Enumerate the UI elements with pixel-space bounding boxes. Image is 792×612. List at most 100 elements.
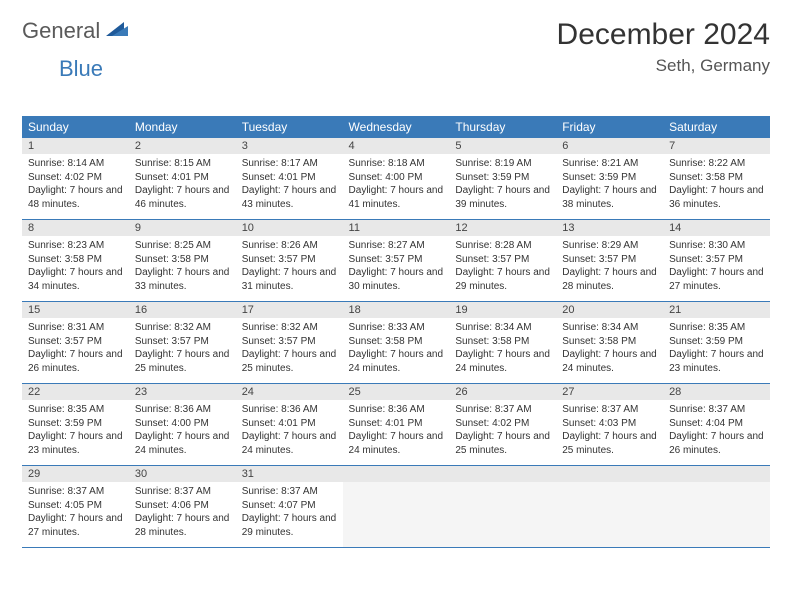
calendar-day-cell: 29Sunrise: 8:37 AMSunset: 4:05 PMDayligh… bbox=[22, 466, 129, 548]
calendar-week-row: 1Sunrise: 8:14 AMSunset: 4:02 PMDaylight… bbox=[22, 138, 770, 220]
calendar-day-cell: 28Sunrise: 8:37 AMSunset: 4:04 PMDayligh… bbox=[663, 384, 770, 466]
day-details: Sunrise: 8:37 AMSunset: 4:07 PMDaylight:… bbox=[236, 482, 343, 547]
day-number: 19 bbox=[449, 302, 556, 318]
sunset-text: Sunset: 4:07 PM bbox=[242, 499, 337, 513]
calendar-day-cell: 11Sunrise: 8:27 AMSunset: 3:57 PMDayligh… bbox=[343, 220, 450, 302]
daylight-text: Daylight: 7 hours and 23 minutes. bbox=[669, 348, 764, 375]
sunset-text: Sunset: 4:01 PM bbox=[349, 417, 444, 431]
sunset-text: Sunset: 4:03 PM bbox=[562, 417, 657, 431]
calendar-day-cell: 17Sunrise: 8:32 AMSunset: 3:57 PMDayligh… bbox=[236, 302, 343, 384]
calendar-day-cell: 19Sunrise: 8:34 AMSunset: 3:58 PMDayligh… bbox=[449, 302, 556, 384]
day-details: Sunrise: 8:31 AMSunset: 3:57 PMDaylight:… bbox=[22, 318, 129, 383]
day-number: 3 bbox=[236, 138, 343, 154]
day-number: 2 bbox=[129, 138, 236, 154]
daylight-text: Daylight: 7 hours and 34 minutes. bbox=[28, 266, 123, 293]
calendar-day-cell: 20Sunrise: 8:34 AMSunset: 3:58 PMDayligh… bbox=[556, 302, 663, 384]
sunrise-text: Sunrise: 8:14 AM bbox=[28, 157, 123, 171]
sunset-text: Sunset: 3:58 PM bbox=[349, 335, 444, 349]
daylight-text: Daylight: 7 hours and 25 minutes. bbox=[455, 430, 550, 457]
sunrise-text: Sunrise: 8:27 AM bbox=[349, 239, 444, 253]
sunrise-text: Sunrise: 8:37 AM bbox=[242, 485, 337, 499]
sunrise-text: Sunrise: 8:36 AM bbox=[135, 403, 230, 417]
sunset-text: Sunset: 3:57 PM bbox=[242, 335, 337, 349]
calendar-day-cell: 14Sunrise: 8:30 AMSunset: 3:57 PMDayligh… bbox=[663, 220, 770, 302]
daylight-text: Daylight: 7 hours and 48 minutes. bbox=[28, 184, 123, 211]
calendar-day-cell: 16Sunrise: 8:32 AMSunset: 3:57 PMDayligh… bbox=[129, 302, 236, 384]
calendar-day-cell: 5Sunrise: 8:19 AMSunset: 3:59 PMDaylight… bbox=[449, 138, 556, 220]
daylight-text: Daylight: 7 hours and 30 minutes. bbox=[349, 266, 444, 293]
sunset-text: Sunset: 3:59 PM bbox=[669, 335, 764, 349]
calendar-day-cell: 7Sunrise: 8:22 AMSunset: 3:58 PMDaylight… bbox=[663, 138, 770, 220]
calendar-day-cell: 24Sunrise: 8:36 AMSunset: 4:01 PMDayligh… bbox=[236, 384, 343, 466]
daylight-text: Daylight: 7 hours and 25 minutes. bbox=[135, 348, 230, 375]
sunset-text: Sunset: 4:02 PM bbox=[455, 417, 550, 431]
sunrise-text: Sunrise: 8:29 AM bbox=[562, 239, 657, 253]
sunset-text: Sunset: 4:02 PM bbox=[28, 171, 123, 185]
empty-day-header bbox=[343, 466, 450, 482]
day-number: 31 bbox=[236, 466, 343, 482]
sunrise-text: Sunrise: 8:33 AM bbox=[349, 321, 444, 335]
day-number: 14 bbox=[663, 220, 770, 236]
sunrise-text: Sunrise: 8:37 AM bbox=[562, 403, 657, 417]
day-number: 28 bbox=[663, 384, 770, 400]
day-details: Sunrise: 8:27 AMSunset: 3:57 PMDaylight:… bbox=[343, 236, 450, 301]
sunset-text: Sunset: 4:00 PM bbox=[349, 171, 444, 185]
sunset-text: Sunset: 3:58 PM bbox=[669, 171, 764, 185]
day-number: 13 bbox=[556, 220, 663, 236]
daylight-text: Daylight: 7 hours and 24 minutes. bbox=[349, 348, 444, 375]
empty-day-content bbox=[343, 482, 450, 538]
day-number: 26 bbox=[449, 384, 556, 400]
day-number: 5 bbox=[449, 138, 556, 154]
calendar-day-cell: 31Sunrise: 8:37 AMSunset: 4:07 PMDayligh… bbox=[236, 466, 343, 548]
day-details: Sunrise: 8:35 AMSunset: 3:59 PMDaylight:… bbox=[22, 400, 129, 465]
day-number: 12 bbox=[449, 220, 556, 236]
sunrise-text: Sunrise: 8:30 AM bbox=[669, 239, 764, 253]
sunset-text: Sunset: 3:58 PM bbox=[562, 335, 657, 349]
calendar-day-cell bbox=[343, 466, 450, 548]
calendar-day-cell: 22Sunrise: 8:35 AMSunset: 3:59 PMDayligh… bbox=[22, 384, 129, 466]
day-number: 15 bbox=[22, 302, 129, 318]
sunrise-text: Sunrise: 8:35 AM bbox=[28, 403, 123, 417]
sunrise-text: Sunrise: 8:28 AM bbox=[455, 239, 550, 253]
sunset-text: Sunset: 4:05 PM bbox=[28, 499, 123, 513]
sunrise-text: Sunrise: 8:18 AM bbox=[349, 157, 444, 171]
day-details: Sunrise: 8:37 AMSunset: 4:03 PMDaylight:… bbox=[556, 400, 663, 465]
day-details: Sunrise: 8:28 AMSunset: 3:57 PMDaylight:… bbox=[449, 236, 556, 301]
calendar-day-cell: 30Sunrise: 8:37 AMSunset: 4:06 PMDayligh… bbox=[129, 466, 236, 548]
day-number: 8 bbox=[22, 220, 129, 236]
calendar-day-cell: 27Sunrise: 8:37 AMSunset: 4:03 PMDayligh… bbox=[556, 384, 663, 466]
sunset-text: Sunset: 4:01 PM bbox=[242, 171, 337, 185]
calendar-day-cell: 8Sunrise: 8:23 AMSunset: 3:58 PMDaylight… bbox=[22, 220, 129, 302]
calendar-day-cell: 12Sunrise: 8:28 AMSunset: 3:57 PMDayligh… bbox=[449, 220, 556, 302]
calendar-day-cell: 9Sunrise: 8:25 AMSunset: 3:58 PMDaylight… bbox=[129, 220, 236, 302]
day-header: Saturday bbox=[663, 116, 770, 138]
calendar-day-cell: 25Sunrise: 8:36 AMSunset: 4:01 PMDayligh… bbox=[343, 384, 450, 466]
sunset-text: Sunset: 3:59 PM bbox=[455, 171, 550, 185]
calendar-week-row: 8Sunrise: 8:23 AMSunset: 3:58 PMDaylight… bbox=[22, 220, 770, 302]
day-header-row: Sunday Monday Tuesday Wednesday Thursday… bbox=[22, 116, 770, 138]
daylight-text: Daylight: 7 hours and 26 minutes. bbox=[669, 430, 764, 457]
day-number: 1 bbox=[22, 138, 129, 154]
calendar-day-cell: 4Sunrise: 8:18 AMSunset: 4:00 PMDaylight… bbox=[343, 138, 450, 220]
daylight-text: Daylight: 7 hours and 31 minutes. bbox=[242, 266, 337, 293]
daylight-text: Daylight: 7 hours and 24 minutes. bbox=[562, 348, 657, 375]
sunrise-text: Sunrise: 8:15 AM bbox=[135, 157, 230, 171]
daylight-text: Daylight: 7 hours and 27 minutes. bbox=[669, 266, 764, 293]
day-details: Sunrise: 8:37 AMSunset: 4:05 PMDaylight:… bbox=[22, 482, 129, 547]
day-number: 18 bbox=[343, 302, 450, 318]
sunrise-text: Sunrise: 8:34 AM bbox=[562, 321, 657, 335]
sunset-text: Sunset: 3:57 PM bbox=[135, 335, 230, 349]
sunrise-text: Sunrise: 8:17 AM bbox=[242, 157, 337, 171]
day-number: 10 bbox=[236, 220, 343, 236]
daylight-text: Daylight: 7 hours and 33 minutes. bbox=[135, 266, 230, 293]
calendar-day-cell: 6Sunrise: 8:21 AMSunset: 3:59 PMDaylight… bbox=[556, 138, 663, 220]
sunrise-text: Sunrise: 8:25 AM bbox=[135, 239, 230, 253]
empty-day-content bbox=[556, 482, 663, 538]
calendar-week-row: 22Sunrise: 8:35 AMSunset: 3:59 PMDayligh… bbox=[22, 384, 770, 466]
daylight-text: Daylight: 7 hours and 29 minutes. bbox=[242, 512, 337, 539]
sunrise-text: Sunrise: 8:35 AM bbox=[669, 321, 764, 335]
sunrise-text: Sunrise: 8:32 AM bbox=[242, 321, 337, 335]
calendar-day-cell bbox=[449, 466, 556, 548]
daylight-text: Daylight: 7 hours and 28 minutes. bbox=[562, 266, 657, 293]
daylight-text: Daylight: 7 hours and 43 minutes. bbox=[242, 184, 337, 211]
